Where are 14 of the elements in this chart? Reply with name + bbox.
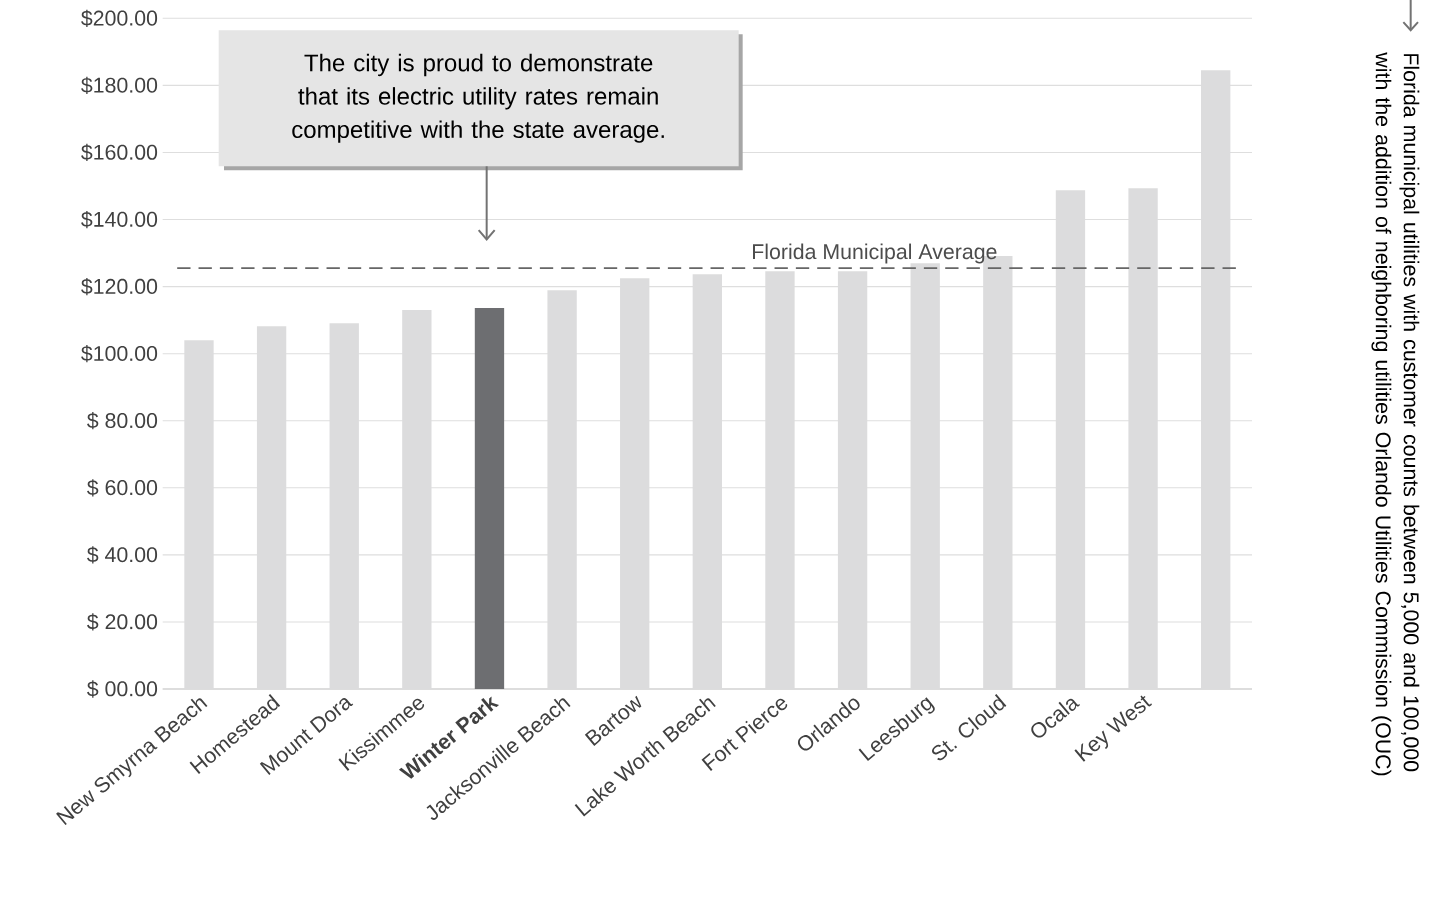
annotation: The city is proud to demonstrate that its electric utility rates remain competitive with the state average. bbox=[292, 53, 664, 143]
y-tick-label: $200.00 bbox=[81, 9, 158, 27]
text: Florida municipal utilities with customer counts between 5,000 and 100,000 with the addition of neighboring utilities Orlando Utilities Commission (OUC) bbox=[1371, 52, 1420, 776]
y-tick-label: $ 60.00 bbox=[87, 479, 158, 497]
y-tick-label: $ 00.00 bbox=[87, 680, 158, 698]
y-tick-label: $140.00 bbox=[81, 210, 158, 229]
ref-line-label: Florida Municipal Average bbox=[753, 243, 997, 264]
y-tick-label: $ 20.00 bbox=[87, 613, 158, 631]
y-tick-label: $180.00 bbox=[81, 76, 158, 95]
y-tick-label: $100.00 bbox=[81, 345, 158, 363]
y-tick-label: $160.00 bbox=[81, 143, 158, 162]
y-tick-label: $120.00 bbox=[81, 277, 158, 296]
y-tick-label: $ 40.00 bbox=[87, 546, 158, 564]
y-tick-label: $ 80.00 bbox=[87, 412, 158, 430]
